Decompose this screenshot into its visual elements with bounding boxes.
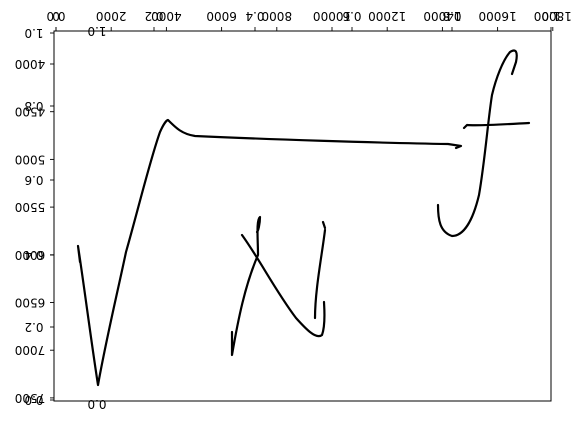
tick-b-top-label: 10000 [313,9,351,23]
tick-b-left-label: 6500 [15,296,46,310]
tick-a-top-label: 0.6 [342,9,361,23]
tick-a-left-label: 0.6 [24,173,43,187]
tick-a-left-label: 1.0 [24,26,43,40]
tick-a-left-label: 0.4 [24,248,43,262]
tick-a-top-label: 0.2 [144,9,163,23]
tick-c-top-label: 1.0 [87,24,106,38]
tick-a-top-label: 0.4 [245,9,264,23]
tick-b-left-label: 4000 [15,57,46,71]
axes-a-ticks: 0.0 0.2 0.4 0.6 0.8 1.00.00.20.40.60.81.0 [24,9,560,407]
tick-b-top-label: 2000 [96,9,127,23]
tick-b-left-label: 7000 [15,343,46,357]
tick-b-left-label: 5500 [15,200,46,214]
axes-c-ticks: 1.0 0.0 [87,24,106,411]
tick-b-top-label: 0 [52,9,60,23]
tick-a-left-label: 0.8 [24,99,43,113]
sqrt-radical-stroke [76,118,463,387]
tick-b-top-label: 14000 [423,9,461,23]
tick-b-top-label: 8000 [262,9,293,23]
tick-a-left-label: 0.0 [24,393,43,407]
tick-b-top-label: 12000 [368,9,406,23]
tick-b-left-label: 5000 [15,152,46,166]
axes-frame [53,30,552,402]
tick-c-bottom-label: 0.0 [87,397,106,411]
tick-a-top-label: 1.0 [541,9,560,23]
letter-f-stroke [436,49,531,238]
tick-b-top-label: 18000 [534,9,572,23]
tick-b-left-label: 7500 [15,391,46,405]
tick-b-top-label: 6000 [206,9,237,23]
tick-b-top-label: 4000 [151,9,182,23]
tick-a-left-label: 0.2 [24,320,43,334]
axes-b-ticks: 0 2000 4000 6000 8000 10000 12000 14000 16000 180… [15,9,572,405]
tick-b-top-label: 16000 [479,9,517,23]
tick-a-top-label: 0.0 [46,9,65,23]
tick-b-left-label: 6000 [15,248,46,262]
tick-b-left-label: 4500 [15,105,46,119]
tick-a-top-label: 0.8 [442,9,461,23]
letter-n-stroke [230,215,327,357]
handwriting [76,49,531,387]
